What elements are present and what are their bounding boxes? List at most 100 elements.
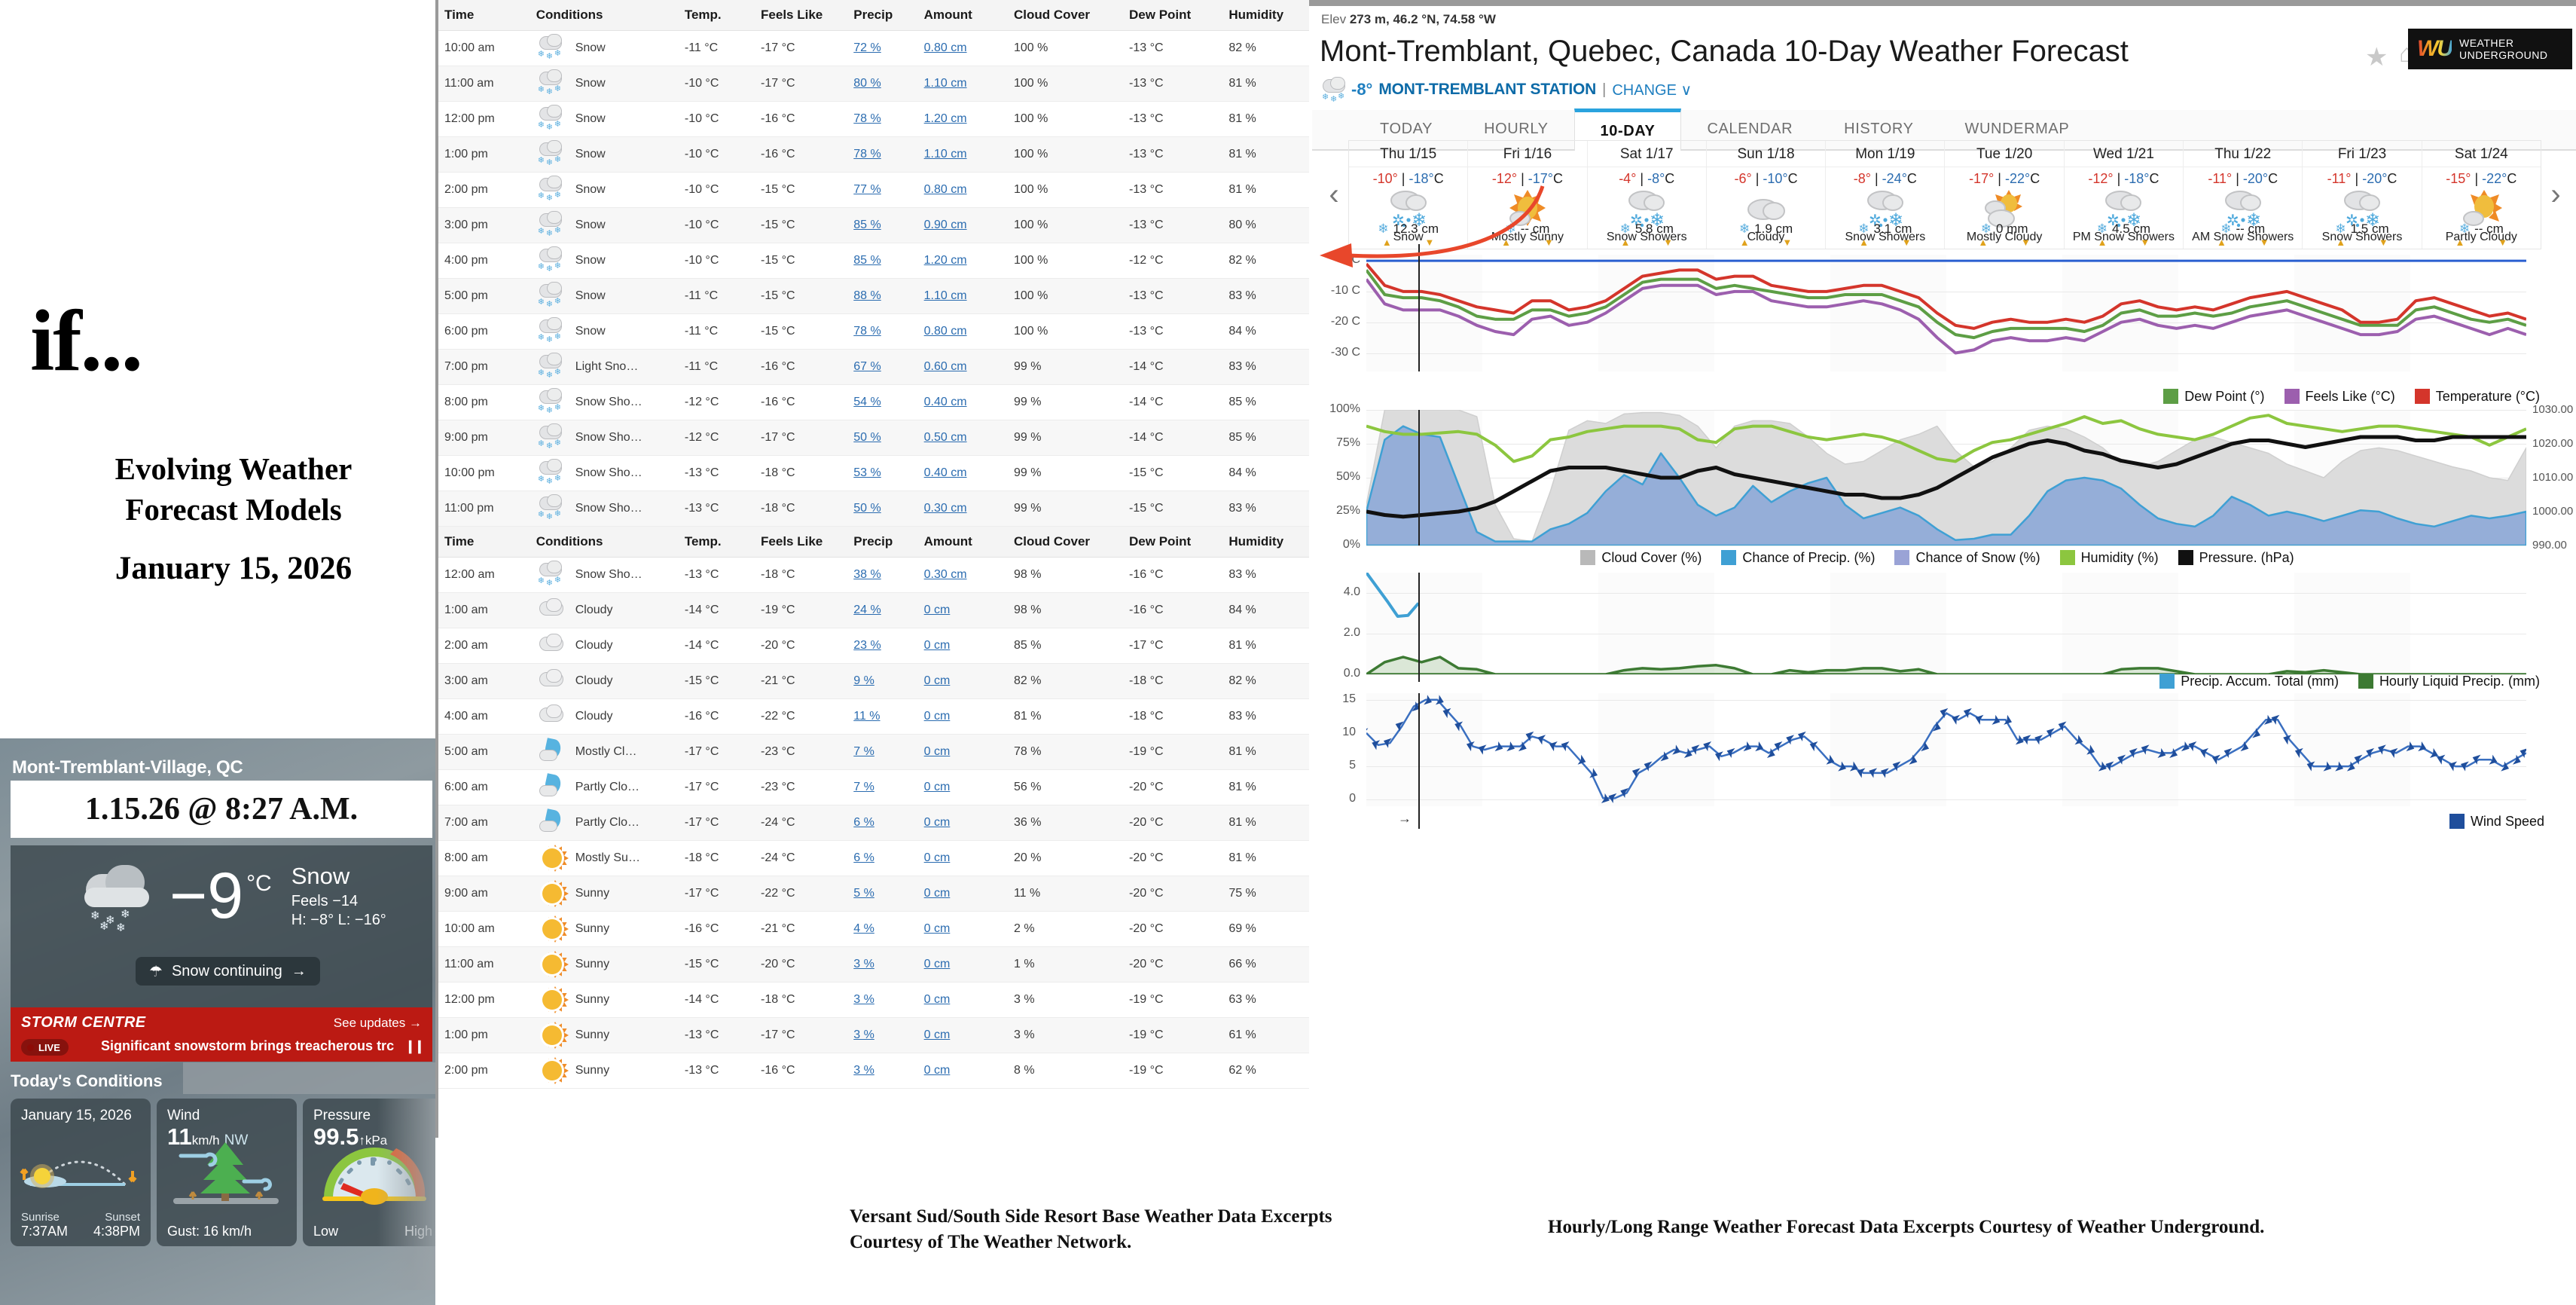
col-header[interactable]: Conditions — [536, 0, 685, 31]
ten-day-forecast-strip[interactable]: ‹ Thu 1/15 -10° | -18°C ✲ ❄ Snow ❄ 12.3 c… — [1320, 140, 2570, 249]
tab-today[interactable]: TODAY — [1380, 121, 1433, 137]
hourly-forecast-table-panel[interactable]: Time Conditions Temp. Feels Like Precip Amoun… — [435, 0, 1309, 1138]
legend-item[interactable]: Humidity (%) — [2059, 550, 2159, 566]
precip-link[interactable]: 67 % — [853, 360, 881, 373]
amount-link[interactable]: 0 cm — [923, 781, 951, 793]
precip-link[interactable]: 7 % — [853, 745, 874, 758]
precip-link[interactable]: 53 % — [853, 466, 881, 479]
col-header[interactable]: Dew Point — [1129, 0, 1229, 31]
legend-item[interactable]: Wind Speed — [2449, 814, 2544, 830]
amount-link[interactable]: 1.10 cm — [923, 148, 967, 160]
table-row[interactable]: 7:00 am Partly Clo… -17 °C -24 °C 6 % 0 … — [438, 805, 1309, 841]
precip-link[interactable]: 38 % — [853, 568, 881, 581]
precip-link[interactable]: 6 % — [853, 816, 874, 829]
amount-link[interactable]: 0.80 cm — [923, 41, 967, 54]
forecast-day[interactable]: Thu 1/22 -11° | -20°C ✲ ❄ AM Snow Shower… — [2184, 141, 2303, 249]
forecast-day[interactable]: Mon 1/19 -8° | -24°C ✲ ❄ Snow Showers ❄ 3… — [1826, 141, 1946, 249]
table-row[interactable]: 7:00 pm ❄ ❄ ❄ Light Sno… -11 °C -16 °C 67 %… — [438, 349, 1309, 385]
table-row[interactable]: 5:00 pm ❄ ❄ ❄ Snow -11 °C -15 °C 88 % 1.10 … — [438, 278, 1309, 314]
tile-wind[interactable]: Wind 11km/h NW Gust: 16 km/h — [157, 1099, 297, 1246]
table-row[interactable]: 3:00 pm ❄ ❄ ❄ Snow -10 °C -15 °C 85 % 0.90 … — [438, 207, 1309, 243]
pause-icon[interactable]: ❙❙ — [404, 1039, 425, 1053]
table-row[interactable]: 1:00 am Cloudy -14 °C -19 °C 24 % 0 cm 9… — [438, 592, 1309, 628]
amount-link[interactable]: 1.10 cm — [923, 289, 967, 302]
wind-chart[interactable]: → 15 10 5 0 — [1320, 692, 2570, 829]
change-station-link[interactable]: CHANGE ∨ — [1612, 81, 1692, 99]
amount-link[interactable]: 1.10 cm — [923, 77, 967, 90]
precip-link[interactable]: 7 % — [853, 781, 874, 793]
precip-link[interactable]: 78 % — [853, 112, 881, 125]
tab-calendar[interactable]: CALENDAR — [1707, 121, 1793, 137]
col-header[interactable]: Humidity — [1228, 526, 1309, 558]
precip-link[interactable]: 77 % — [853, 183, 881, 196]
col-header[interactable]: Conditions — [536, 526, 685, 558]
precip-link[interactable]: 85 % — [853, 254, 881, 267]
table-row[interactable]: 2:00 pm ❄ ❄ ❄ Snow -10 °C -15 °C 77 % 0.80 … — [438, 172, 1309, 208]
legend-item[interactable]: Temperature (°C) — [2414, 389, 2540, 405]
table-row[interactable]: 10:00 pm ❄ ❄ ❄ Snow Sho… -13 °C -18 °C 53 %… — [438, 455, 1309, 491]
col-header[interactable]: Cloud Cover — [1013, 526, 1130, 558]
precip-link[interactable]: 3 % — [853, 1028, 874, 1041]
amount-link[interactable]: 0.40 cm — [923, 466, 967, 479]
precip-link[interactable]: 3 % — [853, 958, 874, 970]
precip-link[interactable]: 80 % — [853, 77, 881, 90]
table-row[interactable]: 12:00 pm Sunny -14 °C -18 °C 3 % 0 cm 3 … — [438, 982, 1309, 1018]
precip-link[interactable]: 50 % — [853, 502, 881, 515]
table-row[interactable]: 10:00 am ❄ ❄ ❄ Snow -11 °C -17 °C 72 % 0.80… — [438, 30, 1309, 66]
table-row[interactable]: 8:00 pm ❄ ❄ ❄ Snow Sho… -12 °C -16 °C 54 % … — [438, 384, 1309, 420]
table-row[interactable]: 6:00 pm ❄ ❄ ❄ Snow -11 °C -15 °C 78 % 0.80 … — [438, 313, 1309, 350]
amount-link[interactable]: 0 cm — [923, 1028, 951, 1041]
tab-10-day[interactable]: 10-DAY — [1573, 108, 1682, 151]
precip-link[interactable]: 6 % — [853, 851, 874, 864]
table-row[interactable]: 3:00 am Cloudy -15 °C -21 °C 9 % 0 cm 82… — [438, 663, 1309, 699]
legend-item[interactable]: Chance of Snow (%) — [1894, 550, 2040, 566]
legend-item[interactable]: Pressure. (hPa) — [2178, 550, 2294, 566]
table-row[interactable]: 12:00 am ❄ ❄ ❄ Snow Sho… -13 °C -18 °C 38 %… — [438, 557, 1309, 593]
amount-link[interactable]: 0 cm — [923, 993, 951, 1006]
table-row[interactable]: 2:00 am Cloudy -14 °C -20 °C 23 % 0 cm 8… — [438, 628, 1309, 664]
legend-item[interactable]: Cloud Cover (%) — [1580, 550, 1702, 566]
station-name[interactable]: MONT-TREMBLANT STATION — [1378, 81, 1597, 98]
forecast-day[interactable]: Sat 1/17 -4° | -8°C ✲ ❄ Snow Showers ❄ 5.… — [1587, 141, 1707, 249]
table-row[interactable]: 11:00 am Sunny -15 °C -20 °C 3 % 0 cm 1 … — [438, 946, 1309, 983]
amount-link[interactable]: 0.50 cm — [923, 431, 967, 444]
tab-hourly[interactable]: HOURLY — [1484, 121, 1549, 137]
star-icon[interactable]: ★ — [2365, 43, 2388, 72]
amount-link[interactable]: 0 cm — [923, 745, 951, 758]
precip-link[interactable]: 11 % — [853, 710, 881, 723]
precip-link[interactable]: 9 % — [853, 674, 874, 687]
col-header[interactable]: Feels Like — [761, 526, 854, 558]
amount-link[interactable]: 0.80 cm — [923, 325, 967, 338]
col-header[interactable]: Time — [438, 0, 536, 31]
amount-link[interactable]: 1.20 cm — [923, 254, 967, 267]
wu-tab-bar[interactable]: TODAY HOURLY 10-DAY CALENDAR HISTORY WUNDERMA… — [1312, 108, 2576, 151]
forecast-day[interactable]: Wed 1/21 -12° | -18°C ✲ ❄ PM Snow Shower… — [2064, 141, 2184, 249]
amount-link[interactable]: 0 cm — [923, 816, 951, 829]
precip-link[interactable]: 85 % — [853, 219, 881, 231]
col-header[interactable]: Dew Point — [1129, 526, 1229, 558]
table-row[interactable]: 6:00 am Partly Clo… -17 °C -23 °C 7 % 0 … — [438, 769, 1309, 805]
amount-link[interactable]: 0 cm — [923, 639, 951, 652]
amount-link[interactable]: 0 cm — [923, 710, 951, 723]
precip-link[interactable]: 5 % — [853, 887, 874, 900]
amount-link[interactable]: 0.80 cm — [923, 183, 967, 196]
precip-link[interactable]: 3 % — [853, 993, 874, 1006]
temperature-chart[interactable]: 0 C-10 C-20 C-30 C — [1320, 244, 2570, 398]
forecast-day[interactable]: Fri 1/23 -11° | -20°C ✲ ❄ Snow Showers ❄… — [2303, 141, 2422, 249]
legend-item[interactable]: Feels Like (°C) — [2284, 389, 2395, 405]
see-updates-link[interactable]: See updates → — [333, 1016, 422, 1030]
table-row[interactable]: 12:00 pm ❄ ❄ ❄ Snow -10 °C -16 °C 78 % 1.20… — [438, 101, 1309, 137]
legend-item[interactable]: Chance of Precip. (%) — [1721, 550, 1875, 566]
table-row[interactable]: 1:00 pm Sunny -13 °C -17 °C 3 % 0 cm 3 %… — [438, 1017, 1309, 1053]
amount-link[interactable]: 0.90 cm — [923, 219, 967, 231]
tile-sunrise-sunset[interactable]: January 15, 2026 Sunrise Sunset 7:37AM 4… — [11, 1099, 151, 1246]
tab-history[interactable]: HISTORY — [1844, 121, 1914, 137]
snow-continuing-button[interactable]: ☂ Snow continuing → — [136, 957, 320, 986]
forecast-day[interactable]: Sun 1/18 -6° | -10°C Cloudy ❄ 1.9 cm ▲ ▼ — [1706, 141, 1827, 249]
station-selector[interactable]: ❄ ❄ ❄ -8° MONT-TREMBLANT STATION | CHANGE … — [1320, 77, 1692, 104]
table-row[interactable]: 8:00 am Mostly Su… -18 °C -24 °C 6 % 0 c… — [438, 840, 1309, 876]
col-header[interactable]: Amount — [923, 526, 1014, 558]
table-row[interactable]: 4:00 am Cloudy -16 °C -22 °C 11 % 0 cm 8… — [438, 698, 1309, 735]
col-header[interactable]: Humidity — [1228, 0, 1309, 31]
forecast-day[interactable]: Sat 1/24 -15° | -22°C Partly Cloudy ❄ -- … — [2422, 141, 2541, 249]
